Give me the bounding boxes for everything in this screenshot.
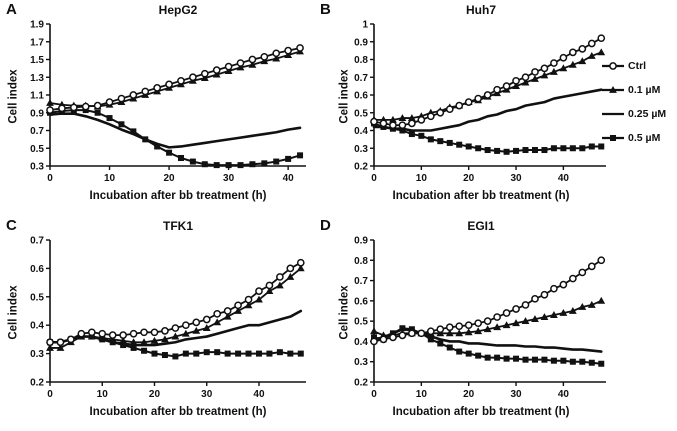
svg-text:0.2: 0.2 [354,162,368,173]
svg-text:40: 40 [283,173,295,184]
svg-text:0.6: 0.6 [354,91,368,102]
line-marker-icon [602,112,624,116]
legend-label: 0.1 µM [628,84,661,96]
svg-text:0: 0 [371,389,377,400]
svg-text:40: 40 [253,389,265,400]
legend-item-0_25um: 0.25 µM [601,108,677,120]
panel-letter: A [6,1,17,18]
svg-text:30: 30 [223,173,235,184]
svg-text:20: 20 [463,173,475,184]
panel-a: A HepG2 Cell index 0.3 0.5 0.7 0.9 1.1 1.3 1.5… [4,2,318,214]
panel-title: TFK1 [163,219,193,233]
svg-text:0: 0 [47,173,53,184]
svg-text:0.7: 0.7 [354,73,368,84]
svg-text:0.3: 0.3 [354,144,368,155]
panel-title: EGI1 [467,219,495,233]
svg-text:10: 10 [97,389,109,400]
svg-text:0: 0 [47,389,53,400]
svg-text:20: 20 [463,389,475,400]
svg-text:30: 30 [510,389,522,400]
x-axis-label: Incubation after bb treatment (h) [89,406,267,418]
panel-letter: B [320,1,331,18]
svg-text:30: 30 [510,173,522,184]
panel-c: C TFK1 Cell index 0.2 0.3 0.4 0.5 0.6 0.7 0 10 2… [4,218,318,430]
svg-text:0.4: 0.4 [354,337,368,348]
triangle-filled-icon [602,86,624,93]
svg-text:0.5: 0.5 [30,144,44,155]
svg-text:40: 40 [558,173,570,184]
svg-text:40: 40 [558,389,570,400]
panel-letter: C [6,217,17,234]
panel-title: HepG2 [158,3,198,17]
chart-hepg2: 0.3 0.5 0.7 0.9 1.1 1.3 1.5 1.7 1.9 0 10 20 30 40 [30,20,306,184]
svg-text:0.9: 0.9 [30,108,44,119]
legend: Ctrl 0.1 µM 0.25 µM 0.5 µM [601,60,677,156]
panel-title: Huh7 [466,3,496,17]
svg-text:0.7: 0.7 [30,236,44,247]
chart-egi1: 0.2 0.3 0.4 0.5 0.6 0.7 0.8 0.9 0 10 20 30 40 [354,236,606,400]
legend-label: Ctrl [628,60,647,72]
svg-text:0: 0 [371,173,377,184]
x-axis-label: Incubation after bb treatment (h) [392,190,570,202]
svg-text:1.5: 1.5 [30,55,44,66]
svg-text:10: 10 [416,389,428,400]
svg-text:0.3: 0.3 [354,357,368,368]
svg-text:0.9: 0.9 [354,236,368,247]
svg-text:0.7: 0.7 [30,126,44,137]
svg-text:0.2: 0.2 [30,378,44,389]
svg-text:1: 1 [362,20,368,31]
svg-text:30: 30 [201,389,213,400]
svg-text:0.5: 0.5 [354,317,368,328]
svg-text:0.7: 0.7 [354,276,368,287]
square-filled-icon [602,135,624,141]
chart-huh7: 0.20.30.40.50.60.70.80.910 10 20 30 40 [354,20,606,184]
panel-b: B Huh7 Cell index 0.2 0.3 0.4 0.5 0.6 0.7 0.8 0… [318,2,610,214]
circle-open-icon [602,62,624,70]
svg-text:0.2: 0.2 [354,378,368,389]
svg-text:0.4: 0.4 [354,126,368,137]
svg-text:0.4: 0.4 [30,321,44,332]
svg-text:0.5: 0.5 [354,108,368,119]
svg-text:0.9: 0.9 [354,37,368,48]
svg-text:1.1: 1.1 [30,91,44,102]
svg-text:0.6: 0.6 [354,296,368,307]
svg-text:1.3: 1.3 [30,73,44,84]
svg-text:0.3: 0.3 [30,162,44,173]
panel-d: D EGI1 Cell index 0.2 0.3 0.4 0.5 0.6 0.7 0.8 0… [318,218,610,430]
svg-text:20: 20 [149,389,161,400]
legend-item-0_1um: 0.1 µM [601,84,677,96]
svg-text:10: 10 [416,173,428,184]
legend-label: 0.5 µM [628,132,661,144]
svg-text:1.7: 1.7 [30,37,44,48]
svg-text:0.6: 0.6 [30,264,44,275]
legend-item-ctrl: Ctrl [601,60,677,72]
legend-label: 0.25 µM [628,108,667,120]
svg-text:10: 10 [104,173,116,184]
svg-text:20: 20 [164,173,176,184]
svg-text:0.5: 0.5 [30,292,44,303]
svg-text:1.9: 1.9 [30,20,44,31]
x-axis-label: Incubation after bb treatment (h) [392,406,570,418]
svg-text:0.8: 0.8 [354,55,368,66]
panel-letter: D [320,217,331,234]
svg-text:0.3: 0.3 [30,349,44,360]
chart-tfk1: 0.2 0.3 0.4 0.5 0.6 0.7 0 10 20 30 40 [30,236,306,400]
x-axis-label: Incubation after bb treatment (h) [89,190,267,202]
svg-text:0.8: 0.8 [354,256,368,267]
legend-item-0_5um: 0.5 µM [601,132,677,144]
